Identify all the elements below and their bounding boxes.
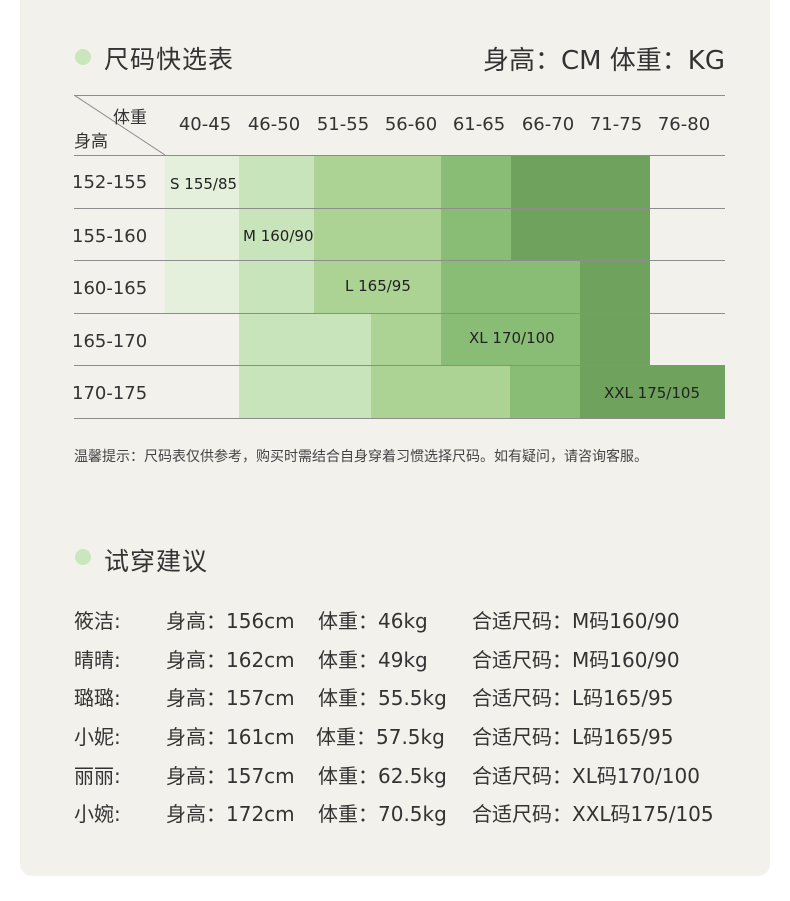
unit-label: 身高：CM 体重：KG [482, 46, 725, 76]
tester-weight: 体重：57.5kg [316, 725, 445, 749]
weight-range-header: 56-60 [384, 114, 438, 135]
tester-size: 合适尺码：M码160/90 [472, 609, 680, 633]
corner-height-label: 身高 [74, 132, 108, 152]
size-cell-m [239, 366, 371, 418]
try-on-title: 试穿建议 [104, 547, 209, 576]
weight-range-header: 46-50 [247, 114, 301, 135]
tester-height: 身高：157cm [166, 686, 295, 710]
size-cell-m [239, 209, 314, 260]
table-top-line [74, 95, 725, 96]
tester-height: 身高：156cm [166, 609, 295, 633]
height-range-header: 165-170 [72, 331, 148, 352]
tester-size: 合适尺码：XXL码175/105 [472, 802, 714, 826]
size-cell-l [314, 261, 441, 313]
size-cell-m [239, 156, 314, 208]
tester-name: 晴晴: [74, 648, 121, 672]
table-row-line [74, 365, 725, 366]
size-label-s: S 155/85 [170, 175, 238, 193]
tester-name: 璐璐: [74, 686, 121, 710]
size-cell-xl [441, 156, 511, 208]
size-cell-l [371, 314, 441, 365]
weight-range-header: 66-70 [521, 114, 575, 135]
size-cell-m [239, 314, 371, 365]
size-cell-xxl [580, 366, 725, 418]
weight-range-header: 76-80 [657, 114, 711, 135]
table-row-line [74, 313, 725, 314]
section-dot-icon [75, 549, 91, 565]
size-cell-xxl [580, 261, 650, 313]
tester-height: 身高：172cm [166, 802, 295, 826]
size-cell-xl [441, 314, 580, 365]
size-cell-xxl [580, 314, 650, 365]
height-range-header: 155-160 [72, 226, 148, 247]
tester-height: 身高：157cm [166, 764, 295, 788]
weight-range-header: 51-55 [316, 114, 370, 135]
size-cell-l [314, 156, 441, 208]
tester-size: 合适尺码：XL码170/100 [472, 764, 700, 788]
size-cell-s [165, 261, 239, 313]
height-range-header: 170-175 [72, 383, 148, 404]
size-cell-l [371, 366, 510, 418]
tester-weight: 体重：62.5kg [318, 764, 447, 788]
tester-weight: 体重：49kg [318, 648, 428, 672]
tester-size: 合适尺码：L码165/95 [472, 725, 674, 749]
weight-range-header: 40-45 [178, 114, 232, 135]
size-cell-xl [510, 366, 580, 418]
size-cell-s [165, 156, 239, 208]
table-row-line [74, 155, 725, 156]
size-cell-s [165, 209, 239, 260]
tester-weight: 体重：55.5kg [318, 686, 447, 710]
size-cell-xl [441, 261, 580, 313]
tester-height: 身高：161cm [166, 725, 295, 749]
weight-range-header: 71-75 [589, 114, 643, 135]
tester-name: 小婉: [74, 802, 121, 826]
size-cell-xl [441, 209, 511, 260]
tester-weight: 体重：70.5kg [318, 802, 447, 826]
size-cell-l [314, 209, 441, 260]
size-guide-card [20, 0, 770, 876]
size-cell-m [239, 261, 314, 313]
size-label-l: L 165/95 [345, 277, 411, 295]
size-tip-text: 温馨提示：尺码表仅供参考，购买时需结合自身穿着习惯选择尺码。如有疑问，请咨询客服… [74, 449, 648, 465]
corner-weight-label: 体重 [113, 108, 147, 128]
size-label-xxl: XXL 175/105 [604, 384, 700, 402]
weight-range-header: 61-65 [452, 114, 506, 135]
section-dot-icon [75, 49, 91, 65]
corner-diagonal-line [74, 95, 165, 155]
size-cell-xxl [511, 209, 650, 260]
tester-height: 身高：162cm [166, 648, 295, 672]
size-label-m: M 160/90 [243, 227, 314, 245]
tester-weight: 体重：46kg [318, 609, 428, 633]
tester-size: 合适尺码：L码165/95 [472, 686, 674, 710]
tester-name: 丽丽: [74, 764, 121, 788]
size-cell-xxl [511, 156, 650, 208]
height-range-header: 152-155 [72, 172, 148, 193]
table-row-line [74, 260, 725, 261]
table-row-line [74, 208, 725, 209]
table-bottom-line [74, 418, 725, 419]
tester-size: 合适尺码：M码160/90 [472, 648, 680, 672]
size-label-xl: XL 170/100 [469, 329, 555, 347]
height-range-header: 160-165 [72, 278, 148, 299]
size-chart-title: 尺码快选表 [104, 45, 235, 74]
tester-name: 筱洁: [74, 609, 121, 633]
tester-name: 小妮: [74, 725, 121, 749]
